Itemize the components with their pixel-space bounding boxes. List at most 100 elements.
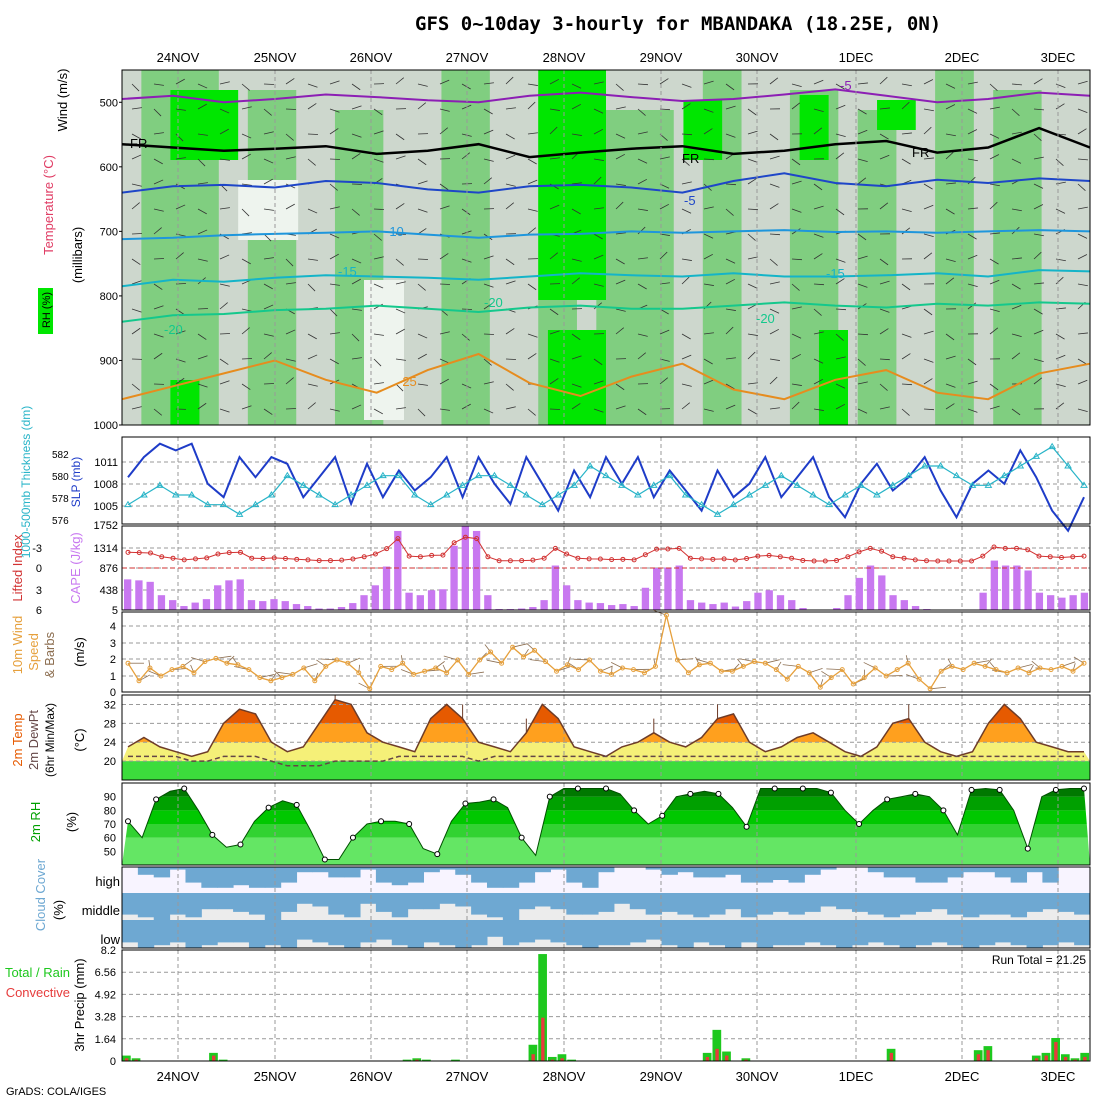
wind-barb bbox=[175, 204, 186, 210]
wind-barb bbox=[593, 283, 604, 287]
wind-barb bbox=[725, 183, 737, 186]
wind-barb bbox=[1033, 183, 1044, 189]
cape-bar bbox=[641, 587, 650, 610]
wind-barb bbox=[527, 283, 537, 291]
y-axis-label-cape: CAPE (J/kg) bbox=[68, 532, 83, 604]
rh-marker bbox=[1081, 785, 1087, 792]
wind-barb-10m bbox=[573, 658, 590, 661]
y-tick-label: 4 bbox=[110, 621, 116, 633]
cape-bar bbox=[180, 606, 188, 610]
wind-barb bbox=[351, 308, 362, 311]
wind-barb bbox=[307, 103, 317, 110]
wind-barb bbox=[593, 108, 604, 114]
wind-barb bbox=[615, 232, 626, 235]
wind-barb bbox=[483, 358, 492, 366]
wind-barb bbox=[153, 333, 164, 338]
wind-barb bbox=[593, 233, 603, 240]
wind-barb bbox=[725, 208, 734, 216]
panel-frame bbox=[121, 866, 1091, 949]
cloud-bar-high bbox=[978, 867, 996, 873]
wind-barb bbox=[351, 183, 363, 185]
cloud-bar-low bbox=[122, 920, 139, 943]
thickness-marker bbox=[442, 491, 451, 498]
date-label-top: 1DEC bbox=[839, 50, 874, 65]
wind-barb bbox=[373, 256, 384, 260]
li-marker bbox=[327, 558, 333, 564]
wind-barb bbox=[945, 182, 956, 185]
cloud-bar-middle bbox=[344, 893, 361, 918]
wind-speed-marker bbox=[619, 665, 625, 671]
cloud-bar-middle bbox=[788, 893, 805, 915]
cape-bar bbox=[382, 566, 391, 610]
cape-bar bbox=[866, 565, 875, 610]
li-marker bbox=[991, 544, 997, 550]
date-label-bottom: 26NOV bbox=[350, 1069, 393, 1084]
wind-barb bbox=[659, 233, 670, 236]
wind-barb bbox=[901, 383, 913, 386]
cloud-bar-middle bbox=[153, 893, 171, 920]
wind-barb bbox=[439, 331, 450, 335]
wind-speed-marker bbox=[510, 644, 516, 650]
wind-barb bbox=[681, 181, 692, 185]
y-tick-label: 4.92 bbox=[95, 989, 116, 1001]
y-tick-label: 0 bbox=[110, 1056, 116, 1068]
wind-speed-marker bbox=[685, 670, 691, 676]
wind-barb bbox=[791, 258, 803, 261]
wind-barb bbox=[571, 208, 581, 215]
thickness-marker bbox=[633, 491, 642, 498]
cloud-bar-middle bbox=[947, 893, 964, 915]
temp-band-low bbox=[122, 761, 1090, 780]
wind-barb bbox=[439, 205, 450, 210]
wind-barb bbox=[263, 408, 273, 415]
wind-barb bbox=[527, 408, 536, 416]
wind-barb bbox=[483, 108, 493, 115]
wind-barb bbox=[1033, 133, 1042, 141]
cloud-bar-middle bbox=[725, 893, 742, 910]
date-label-bottom: 24NOV bbox=[157, 1069, 200, 1084]
cloud-bar-low bbox=[851, 920, 869, 946]
wind-barb bbox=[461, 333, 470, 341]
wind-barb bbox=[945, 383, 956, 388]
wind-barb bbox=[923, 126, 932, 135]
li-marker bbox=[249, 555, 255, 561]
rh-marker bbox=[1052, 786, 1059, 793]
cloud-bar-low bbox=[407, 920, 425, 948]
thickness-marker bbox=[952, 471, 961, 479]
cape-tick-label: 5 bbox=[112, 605, 118, 617]
wind-speed-marker bbox=[312, 678, 318, 684]
precip-total-bar bbox=[557, 1054, 567, 1061]
cape-bar bbox=[765, 590, 773, 610]
wind-barb bbox=[769, 155, 780, 160]
wind-barb bbox=[439, 253, 449, 260]
cloud-bar-high bbox=[820, 867, 837, 870]
wind-barb bbox=[197, 182, 208, 185]
wind-barb bbox=[769, 133, 779, 141]
cloud-bar-middle bbox=[598, 893, 615, 912]
wind-barb bbox=[923, 108, 934, 112]
cloud-bar-low bbox=[677, 920, 694, 948]
wind-barb bbox=[813, 108, 824, 112]
wind-barb bbox=[549, 378, 559, 385]
cape-bar bbox=[337, 607, 346, 610]
wind-barb bbox=[1011, 333, 1022, 337]
wind-barb bbox=[967, 129, 978, 135]
thickness-marker bbox=[379, 471, 387, 479]
wind-barb bbox=[989, 232, 1000, 235]
wind-barb bbox=[967, 283, 978, 287]
isotherm-FR bbox=[121, 126, 1091, 159]
wind-barb bbox=[241, 383, 251, 390]
cloud-bar-low bbox=[931, 920, 948, 943]
cloud-bar-middle bbox=[185, 893, 202, 918]
wind-barb bbox=[681, 133, 693, 136]
wind-barb bbox=[329, 233, 340, 239]
wind-barb bbox=[395, 203, 405, 210]
wind-barb bbox=[175, 133, 184, 142]
wind-barb bbox=[769, 407, 780, 410]
cloud-bar-middle bbox=[296, 893, 313, 904]
wind-barb bbox=[527, 227, 537, 235]
thickness-tick-label: 576 bbox=[52, 516, 69, 527]
cloud-panel: high middle low Cloud Cover (%) bbox=[33, 858, 1091, 949]
wind-barb bbox=[153, 179, 164, 185]
cape-bar bbox=[270, 599, 278, 610]
isotherm-label: -5 bbox=[840, 78, 852, 93]
